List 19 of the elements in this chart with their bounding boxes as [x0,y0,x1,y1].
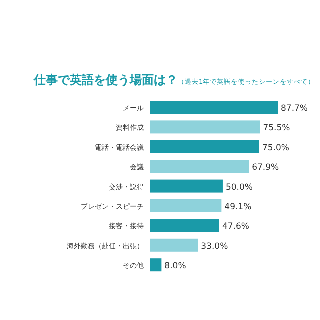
data-label: 33.0% [201,242,228,252]
data-label: 75.0% [262,143,290,154]
data-label: 67.9% [252,163,280,174]
bar [150,180,223,193]
bar [150,238,198,252]
data-label: 47.6% [222,222,250,232]
data-label: 49.1% [224,202,252,212]
data-label: 50.0% [226,182,253,193]
bar [150,258,162,272]
bar [150,101,278,114]
bar [150,219,220,232]
bar [150,160,250,174]
bar [150,140,260,154]
data-label: 75.5% [263,124,290,134]
chart-title: 仕事で英語を使う場面は？ [33,73,178,87]
bar [150,200,222,212]
data-label: 87.7% [281,104,308,114]
data-label: 8.0% [164,262,186,272]
bar [150,120,260,134]
